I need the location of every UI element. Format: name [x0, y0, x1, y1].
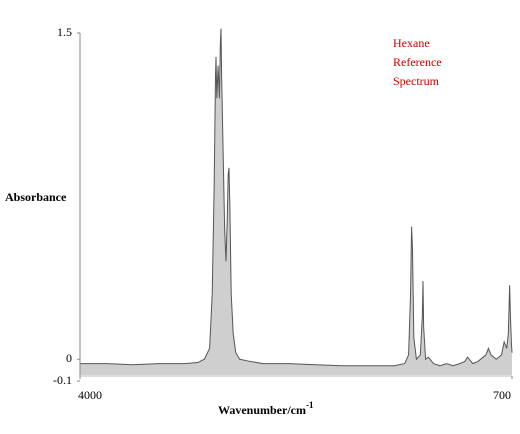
annotation: Reference — [393, 55, 442, 69]
x-tick-label: 4000 — [78, 388, 102, 402]
y-tick-label: 0 — [66, 351, 72, 365]
x-axis-label-main: Wavenumber/cm — [218, 403, 306, 417]
x-tick-label: 700 — [493, 388, 511, 402]
annotation: Hexane — [393, 36, 430, 50]
x-axis-label-sup: -1 — [306, 400, 314, 410]
spectrum-fill — [80, 28, 512, 376]
y-tick-label: 1.5 — [57, 25, 72, 39]
x-axis-label: Wavenumber/cm-1 — [218, 400, 314, 417]
y-axis-label: Absorbance — [5, 190, 67, 204]
spectrum-line — [80, 28, 513, 367]
annotation: Spectrum — [393, 74, 440, 88]
y-tick-label: -0.1 — [53, 373, 72, 387]
